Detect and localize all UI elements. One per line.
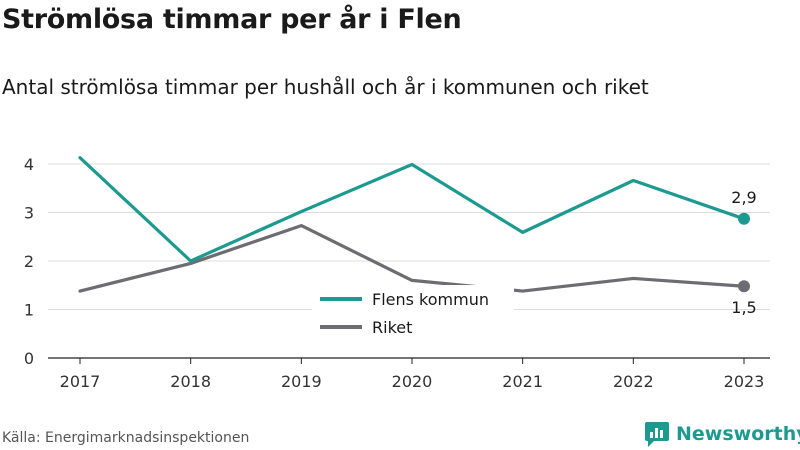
x-tick-label: 2023 <box>724 372 765 391</box>
y-tick-label: 4 <box>24 155 34 174</box>
x-tick-label: 2021 <box>502 372 543 391</box>
source-note: Källa: Energimarknadsinspektionen <box>2 430 250 446</box>
x-tick-label: 2017 <box>60 372 101 391</box>
y-tick-label: 3 <box>24 204 34 223</box>
y-tick-label: 1 <box>24 301 34 320</box>
chart-title: Strömlösa timmar per år i Flen <box>2 4 462 35</box>
x-tick-label: 2019 <box>281 372 322 391</box>
brand-name: Newsworthy <box>676 423 800 445</box>
chart-subtitle: Antal strömlösa timmar per hushåll och å… <box>2 75 649 99</box>
series-line <box>78 223 746 293</box>
series-end-point <box>738 212 750 225</box>
newsworthy-logo-icon <box>645 422 669 447</box>
legend-label: Riket <box>372 318 412 337</box>
x-tick-label: 2018 <box>170 372 211 391</box>
y-tick-label: 0 <box>24 349 34 368</box>
x-tick-label: 2022 <box>613 372 654 391</box>
legend-box <box>312 285 514 345</box>
brand-logo: Newsworthy <box>644 420 800 448</box>
legend-label: Flens kommun <box>372 290 489 309</box>
end-value-label: 1,5 <box>731 298 756 317</box>
end-value-label: 2,9 <box>731 188 756 207</box>
y-tick-label: 2 <box>24 252 34 271</box>
series-line <box>78 156 746 263</box>
x-tick-label: 2020 <box>392 372 433 391</box>
series-end-point <box>738 280 750 293</box>
